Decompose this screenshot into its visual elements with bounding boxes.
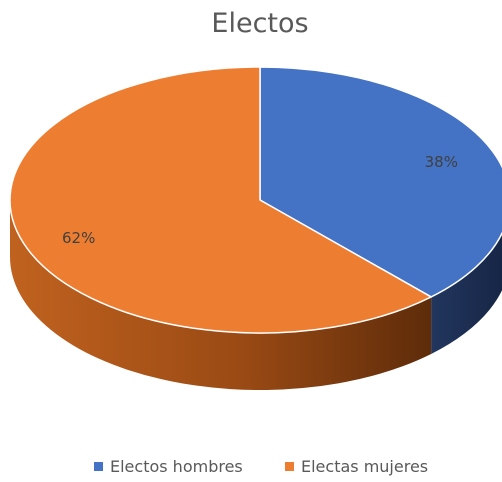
data-label-electas-mujeres: 62% (62, 229, 95, 247)
legend: Electos hombres Electas mujeres (94, 457, 428, 476)
data-label-electos-hombres: 38% (425, 153, 458, 171)
pie-sides (10, 200, 502, 390)
legend-label-electos-hombres: Electos hombres (110, 457, 243, 476)
pie-slice-electos-hombres (259, 66, 502, 298)
chart-title: Electos (211, 8, 308, 39)
pie-side-electos-hombres (431, 233, 502, 354)
pie-data-labels: 38% 62% (62, 153, 458, 247)
legend-swatch-electas-mujeres (285, 462, 294, 471)
pie-slice-electas-mujeres (9, 66, 432, 334)
pie-side-electas-mujeres (10, 200, 432, 390)
pie-tops (9, 66, 502, 334)
legend-swatch-electos-hombres (94, 462, 103, 471)
legend-label-electas-mujeres: Electas mujeres (301, 457, 428, 476)
